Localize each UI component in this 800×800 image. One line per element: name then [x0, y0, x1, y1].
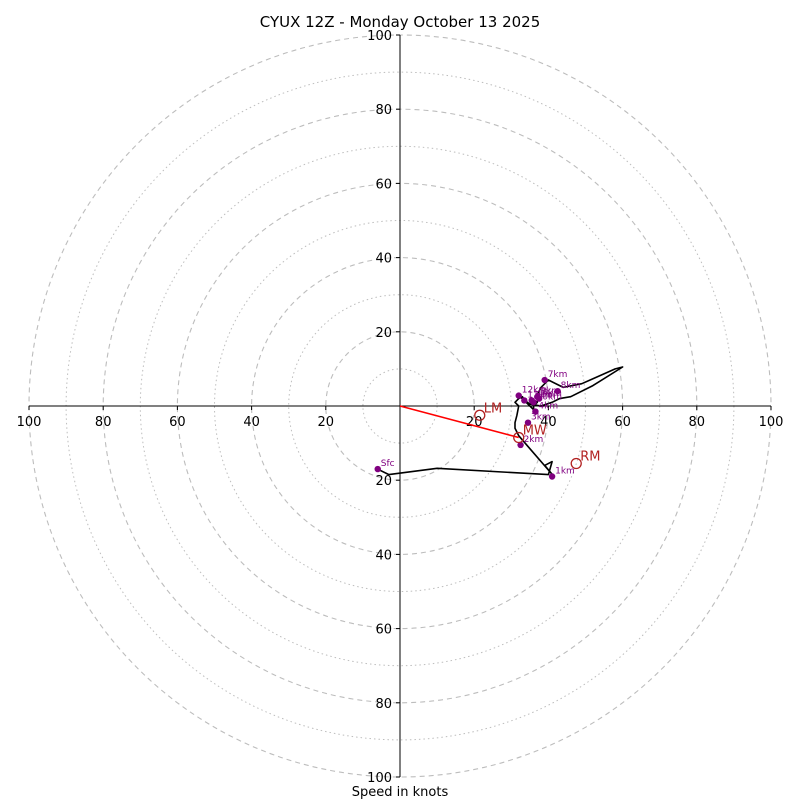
y-tick-label: 100	[367, 771, 392, 786]
height-label-sfc: Sfc	[381, 459, 395, 469]
height-marker-2km	[517, 441, 524, 449]
height-label-5km: 5km	[535, 390, 555, 400]
x-axis-label: Speed in knots	[352, 785, 449, 800]
y-tick-label: 20	[375, 326, 392, 341]
mean-wind-vector	[399, 405, 519, 439]
height-marker-sfc	[374, 465, 381, 473]
y-tick-label: 80	[375, 103, 392, 118]
y-tick-label: 80	[375, 697, 392, 712]
height-label-2km: 2km	[524, 435, 544, 445]
storm-motion-marker-lm	[474, 409, 486, 421]
y-tick-label: 40	[375, 252, 392, 267]
height-label-11km: 11km	[527, 390, 552, 400]
storm-motion-marker-mw	[513, 431, 525, 444]
height-label-8km: 8km	[561, 381, 581, 391]
chart-title: CYUX 12Z - Monday October 13 2025	[260, 13, 541, 31]
x-tick-label: 80	[95, 415, 112, 430]
height-marker-3km	[524, 419, 532, 426]
storm-motion-label-rm: RM	[580, 450, 600, 465]
x-tick-label: 60	[169, 415, 186, 430]
height-label-10km: 10km	[537, 392, 562, 402]
height-marker-1km	[548, 473, 556, 480]
height-marker-4km	[532, 408, 539, 415]
y-tick-label: 60	[375, 623, 392, 638]
height-marker-9km	[534, 393, 541, 400]
y-tick-label: 20	[375, 474, 392, 489]
x-tick-label: 100	[759, 415, 784, 430]
storm-motion-markers: LM MW RM	[474, 401, 600, 470]
height-marker-12km	[515, 392, 522, 399]
x-tick-label: 40	[540, 415, 557, 430]
height-marker-11km	[521, 397, 528, 404]
height-marker-8km	[554, 387, 561, 395]
height-marker-7km	[541, 376, 548, 384]
height-label-12km: 12km	[522, 386, 547, 396]
height-label-6km: 6km	[542, 389, 562, 399]
x-tick-label: 80	[689, 415, 706, 430]
axis-ticks: 100 80 60 40 20 20 40 60 80 100100806040202040608…	[17, 29, 784, 786]
height-label-1km: 1km	[555, 466, 575, 476]
height-label-7km: 7km	[548, 370, 568, 380]
x-tick-label: 60	[614, 415, 631, 430]
hodograph-trace-group	[377, 366, 624, 478]
x-tick-label: 40	[243, 415, 260, 430]
x-tick-label: 20	[318, 415, 335, 430]
storm-motion-label-lm: LM	[484, 401, 502, 416]
storm-motion-marker-rm	[570, 457, 582, 470]
mean-wind-group	[399, 405, 519, 439]
hodograph-trace	[377, 366, 624, 478]
height-label-3km: 3km	[531, 413, 551, 423]
x-tick-label: 100	[17, 415, 42, 430]
height-marker-10km	[530, 399, 537, 406]
y-tick-label: 40	[375, 548, 392, 563]
y-tick-label: 60	[375, 177, 392, 192]
storm-motion-label-mw: MW	[523, 424, 547, 439]
height-label-4km: 4km	[538, 402, 558, 412]
height-label-9km: 9km	[540, 387, 560, 397]
y-tick-label: 100	[367, 29, 392, 44]
